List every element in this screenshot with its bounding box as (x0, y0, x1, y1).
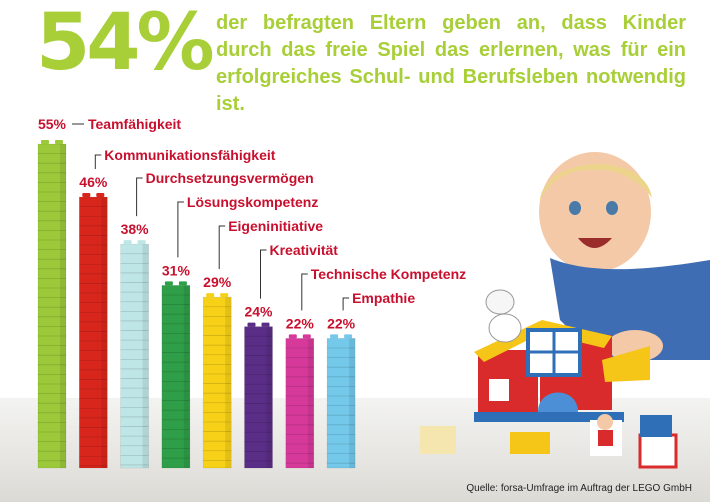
category-label-7: Empathie (352, 290, 415, 306)
bar-1 (79, 196, 108, 469)
bar-stud-right-2 (137, 240, 146, 245)
bar-stud-left-6 (288, 334, 297, 339)
category-label-3: Lösungskompetenz (187, 194, 318, 210)
bar-6 (285, 338, 315, 469)
label-connector-2 (136, 177, 143, 217)
category-label-6: Technische Kompetenz (311, 266, 466, 282)
headline-percent: 54% (36, 0, 215, 88)
value-label-5: 24% (244, 304, 273, 320)
bar-stud-left-0 (41, 140, 49, 144)
bar-7 (326, 338, 356, 469)
bar-shade-6 (307, 338, 314, 468)
child-with-blocks-photo (420, 152, 710, 469)
label-connector-4 (218, 225, 226, 270)
bar-stud-right-1 (96, 193, 105, 198)
value-label-1: 46% (79, 174, 108, 190)
category-label-2: Durchsetzungsvermögen (146, 170, 314, 186)
bar-3 (161, 285, 191, 469)
bar-stud-left-1 (82, 193, 91, 198)
value-label-4: 29% (203, 274, 232, 290)
category-label-0: Teamfähigkeit (88, 116, 181, 132)
value-label-6: 22% (286, 315, 315, 331)
bar-stud-right-6 (302, 334, 311, 339)
bar-stud-left-4 (206, 293, 215, 298)
bar-stud-left-7 (330, 334, 339, 339)
value-label-2: 38% (121, 221, 150, 237)
bar-shade-3 (183, 285, 190, 468)
bar-stud-right-3 (178, 281, 187, 286)
bar-stud-right-4 (220, 293, 229, 298)
category-label-4: Eigeninitiative (228, 218, 323, 234)
source-note: Quelle: forsa-Umfrage im Auftrag der LEG… (466, 483, 692, 494)
bar-shade-4 (225, 297, 232, 468)
category-label-5: Kreativität (270, 242, 339, 258)
label-connector-5 (260, 249, 267, 299)
headline-text: der befragten Eltern geben an, dass Kind… (216, 12, 686, 115)
bar-stud-left-3 (164, 281, 173, 286)
bar-shade-1 (101, 197, 108, 468)
bar-2 (120, 243, 149, 469)
bar-stud-left-5 (247, 322, 256, 327)
label-connector-3 (177, 201, 184, 258)
category-label-1: Kommunikationsfähigkeit (104, 147, 275, 163)
label-connector-7 (342, 297, 350, 311)
bar-4 (202, 296, 232, 469)
bar-shade-2 (142, 244, 149, 468)
bar-shade-0 (60, 144, 66, 468)
value-label-7: 22% (327, 315, 356, 331)
bar-shade-5 (266, 326, 273, 468)
label-connector-1 (94, 154, 102, 170)
bar-stud-right-7 (344, 334, 353, 339)
bar-shade-7 (349, 338, 356, 468)
bar-stud-left-2 (123, 240, 132, 245)
value-label-3: 31% (162, 262, 191, 278)
label-connector-6 (301, 273, 308, 311)
bar-stud-right-5 (261, 322, 270, 327)
value-label-0: 55% (38, 116, 67, 132)
bar-0 (37, 143, 67, 469)
bar-stud-right-0 (55, 140, 63, 144)
bar-5 (244, 326, 273, 469)
